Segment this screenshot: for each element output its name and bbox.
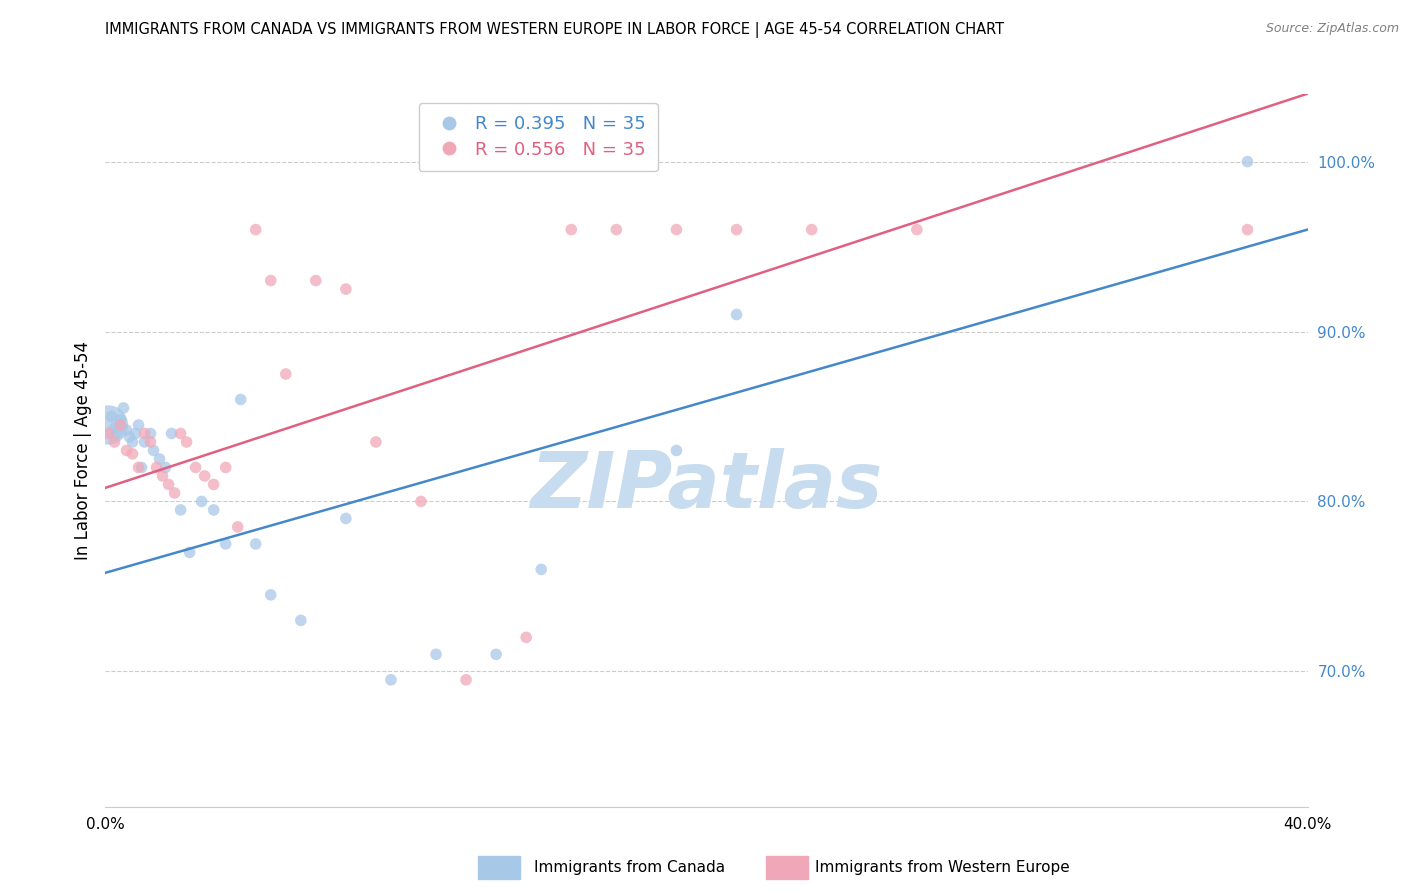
Point xyxy=(260,588,283,602)
Point xyxy=(118,430,141,444)
Point xyxy=(335,511,357,525)
Point xyxy=(103,434,125,449)
Point xyxy=(274,367,297,381)
Point xyxy=(148,452,170,467)
Legend: R = 0.395   N = 35, R = 0.556   N = 35: R = 0.395 N = 35, R = 0.556 N = 35 xyxy=(419,103,658,171)
Point xyxy=(380,673,402,687)
Point xyxy=(194,469,217,483)
Point xyxy=(139,426,162,441)
Point xyxy=(97,426,120,441)
Point xyxy=(121,447,143,461)
Point xyxy=(425,648,447,662)
Point xyxy=(155,460,177,475)
Point xyxy=(115,443,138,458)
Point xyxy=(665,443,688,458)
Point xyxy=(560,222,582,236)
Point xyxy=(128,417,150,432)
Point xyxy=(115,423,138,437)
Point xyxy=(145,460,167,475)
Point xyxy=(454,673,477,687)
Point xyxy=(485,648,508,662)
Point xyxy=(124,426,146,441)
Text: IMMIGRANTS FROM CANADA VS IMMIGRANTS FROM WESTERN EUROPE IN LABOR FORCE | AGE 45: IMMIGRANTS FROM CANADA VS IMMIGRANTS FRO… xyxy=(105,22,1004,38)
Point xyxy=(335,282,357,296)
Point xyxy=(800,222,823,236)
Point xyxy=(100,409,122,424)
Point xyxy=(184,460,207,475)
Point xyxy=(226,520,249,534)
Point xyxy=(142,443,165,458)
Point xyxy=(905,222,928,236)
Text: Immigrants from Western Europe: Immigrants from Western Europe xyxy=(815,860,1070,874)
Point xyxy=(725,308,748,322)
Point xyxy=(1236,222,1258,236)
Text: ZIPatlas: ZIPatlas xyxy=(530,448,883,524)
Point xyxy=(409,494,432,508)
Point xyxy=(103,421,125,435)
Point xyxy=(260,274,283,288)
Point xyxy=(1236,154,1258,169)
Point xyxy=(214,537,236,551)
Point xyxy=(112,401,135,415)
Point xyxy=(134,426,156,441)
Point xyxy=(605,222,627,236)
Point xyxy=(245,222,267,236)
Point xyxy=(169,503,191,517)
Point xyxy=(364,434,387,449)
Point xyxy=(169,426,191,441)
Point xyxy=(134,434,156,449)
Point xyxy=(110,417,132,432)
Point xyxy=(665,222,688,236)
Point xyxy=(139,434,162,449)
Text: Immigrants from Canada: Immigrants from Canada xyxy=(534,860,725,874)
Point xyxy=(160,426,183,441)
Point xyxy=(107,426,129,441)
Point xyxy=(157,477,180,491)
Point xyxy=(530,562,553,576)
Y-axis label: In Labor Force | Age 45-54: In Labor Force | Age 45-54 xyxy=(73,341,91,560)
Point xyxy=(290,613,312,627)
Point xyxy=(202,503,225,517)
Point xyxy=(97,417,120,432)
Point xyxy=(305,274,328,288)
Point xyxy=(725,222,748,236)
Point xyxy=(110,413,132,427)
Point xyxy=(121,434,143,449)
Point xyxy=(176,434,198,449)
Point xyxy=(190,494,212,508)
Point xyxy=(245,537,267,551)
Point xyxy=(214,460,236,475)
Point xyxy=(163,486,186,500)
Text: Source: ZipAtlas.com: Source: ZipAtlas.com xyxy=(1265,22,1399,36)
Point xyxy=(515,631,537,645)
Point xyxy=(229,392,252,407)
Point xyxy=(202,477,225,491)
Point xyxy=(128,460,150,475)
Point xyxy=(179,545,201,559)
Point xyxy=(131,460,153,475)
Point xyxy=(152,469,174,483)
